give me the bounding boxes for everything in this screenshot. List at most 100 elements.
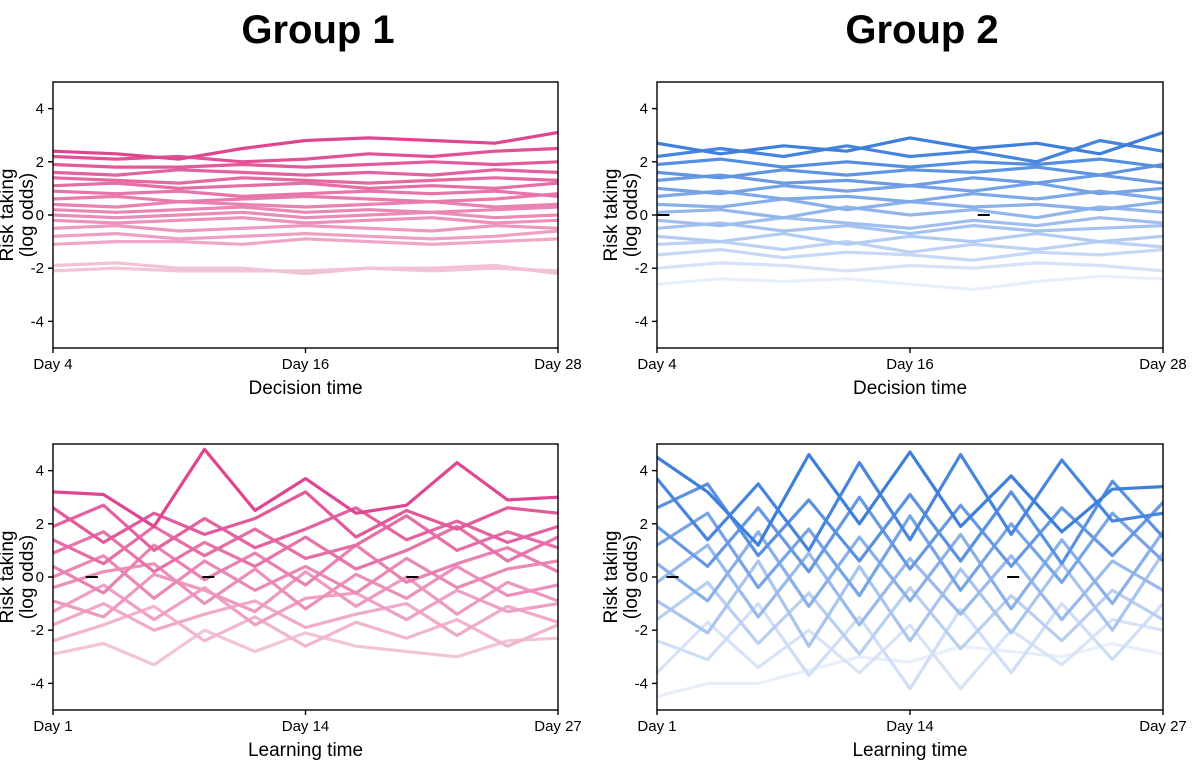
series-line-s3 — [657, 479, 1163, 566]
series-line-s10 — [53, 205, 558, 214]
series-line-s1 — [53, 447, 558, 529]
x-axis-label: Learning time — [248, 740, 363, 761]
series-line-s8 — [53, 192, 558, 204]
series-line-s12 — [657, 232, 1163, 246]
y-tick-label: 4 — [640, 463, 648, 480]
y-tick-label: 0 — [36, 569, 44, 586]
chart-group2-decision-time: 4 2 0 -2 -4 Day 4 Day 16 Day 28 Decision time Ris… — [601, 81, 1187, 399]
y-tick-label: -2 — [31, 260, 44, 277]
y-tick-label: -4 — [635, 675, 648, 692]
series-line-s14 — [657, 248, 1163, 262]
series-line-s16 — [657, 274, 1163, 292]
y-axis-label-line: (log odds) — [17, 173, 38, 258]
series-line-s1 — [657, 130, 1163, 156]
series-line-s13 — [53, 224, 558, 233]
series-line-s11 — [657, 221, 1163, 236]
series-line-s15 — [53, 237, 558, 246]
y-tick-label: 4 — [36, 101, 44, 118]
series-line-s9 — [53, 570, 558, 619]
series-line-s13 — [657, 240, 1163, 254]
y-tick-label: -2 — [635, 622, 648, 639]
series-line-s11 — [657, 617, 1163, 691]
series-line-s11 — [53, 599, 558, 638]
series-line-s3 — [657, 157, 1163, 169]
chart-group1-decision-time: 4 2 0 -2 -4 Day 4 Day 16 Day 28 Decision time Ris… — [0, 81, 582, 399]
series-line-s7 — [53, 189, 558, 198]
series-group — [53, 130, 558, 276]
y-tick-label: 0 — [640, 569, 648, 586]
series-line-s2 — [657, 453, 1163, 553]
series-line-s3 — [53, 160, 558, 169]
series-line-s5 — [657, 173, 1163, 188]
series-line-s4 — [53, 514, 558, 566]
series-line-s5 — [53, 176, 558, 185]
series-line-s16 — [53, 261, 558, 276]
series-line-s15 — [657, 261, 1163, 273]
y-axis-label-line: (log odds) — [17, 535, 38, 620]
series-group — [657, 130, 1163, 292]
x-axis-label: Decision time — [853, 378, 967, 399]
series-line-s17 — [53, 266, 558, 273]
y-tick-label: 2 — [36, 154, 44, 171]
series-line-s5 — [657, 511, 1163, 598]
series-line-s9 — [53, 200, 558, 209]
y-tick-label: 0 — [640, 207, 648, 224]
y-tick-label: 4 — [36, 463, 44, 480]
series-line-s7 — [657, 543, 1163, 627]
group-2-title: Group 2 — [845, 8, 998, 52]
x-tick-label: Day 4 — [637, 356, 676, 373]
series-line-s9 — [657, 205, 1163, 220]
chart-group2-learning-time: 4 2 0 -2 -4 Day 1 Day 14 Day 27 Learning time Ris… — [601, 443, 1187, 761]
chart-group1-learning-time: 4 2 0 -2 -4 Day 1 Day 14 Day 27 Learning time Ris… — [0, 443, 582, 761]
y-axis-label: Risk taking (log odds) — [0, 531, 38, 624]
series-line-s5 — [53, 524, 558, 574]
series-line-s6 — [53, 181, 558, 190]
y-tick-label: 2 — [640, 154, 648, 171]
x-tick-label: Day 14 — [282, 718, 330, 735]
y-tick-label: 0 — [36, 207, 44, 224]
plot-frame — [656, 443, 1164, 711]
y-axis-label-line: (log odds) — [621, 173, 642, 258]
x-tick-label: Day 28 — [1139, 356, 1187, 373]
series-line-s13 — [53, 628, 558, 667]
x-tick-label: Day 16 — [886, 356, 934, 373]
series-line-s8 — [657, 551, 1163, 648]
x-tick-label: Day 16 — [282, 356, 330, 373]
series-group — [53, 447, 558, 667]
group-1-title: Group 1 — [241, 8, 394, 52]
y-tick-label: 2 — [36, 516, 44, 533]
y-axis-label-line: (log odds) — [621, 535, 642, 620]
x-axis-label: Decision time — [248, 378, 362, 399]
series-line-s2 — [53, 490, 558, 545]
series-line-s6 — [53, 543, 558, 595]
y-axis-label: Risk taking (log odds) — [601, 169, 642, 262]
x-tick-label: Day 1 — [637, 718, 676, 735]
series-line-s14 — [53, 229, 558, 241]
series-line-s12 — [53, 216, 558, 225]
y-tick-label: 2 — [640, 516, 648, 533]
series-line-s2 — [53, 146, 558, 164]
series-line-s12 — [657, 641, 1163, 699]
series-line-s3 — [53, 503, 558, 553]
series-line-s9 — [657, 580, 1163, 656]
y-tick-label: -2 — [635, 260, 648, 277]
series-line-s4 — [657, 162, 1163, 180]
series-line-s10 — [53, 583, 558, 627]
y-tick-label: -4 — [635, 313, 648, 330]
series-line-s1 — [53, 130, 558, 161]
y-axis-label: Risk taking (log odds) — [601, 531, 642, 624]
series-line-s7 — [657, 189, 1163, 204]
y-tick-label: -2 — [31, 622, 44, 639]
y-axis-label-line: Risk taking — [601, 169, 622, 262]
x-tick-label: Day 27 — [1139, 718, 1187, 735]
y-tick-label: 4 — [640, 101, 648, 118]
y-axis-label: Risk taking (log odds) — [0, 169, 38, 262]
y-axis-label-line: Risk taking — [0, 531, 18, 624]
x-axis-label: Learning time — [852, 740, 967, 761]
y-tick-label: -4 — [31, 313, 44, 330]
series-group — [657, 450, 1163, 699]
series-line-s10 — [657, 216, 1163, 230]
y-tick-label: -4 — [31, 675, 44, 692]
x-tick-label: Day 27 — [534, 718, 582, 735]
series-line-s1 — [657, 450, 1163, 547]
